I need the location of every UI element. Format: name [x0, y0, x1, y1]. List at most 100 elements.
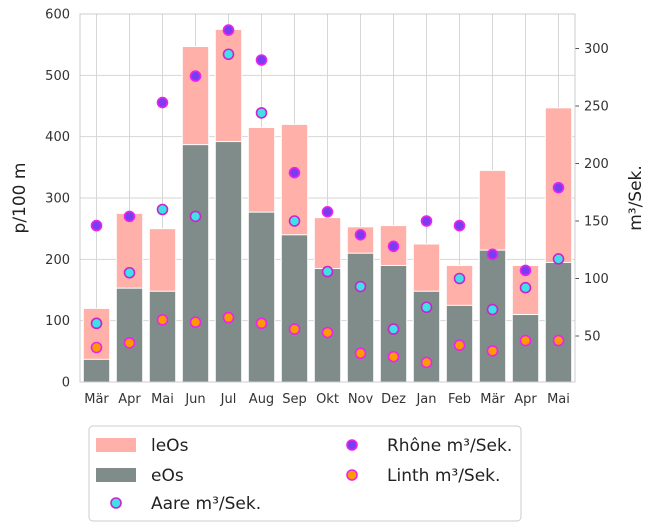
bar-eos-5 — [247, 211, 276, 383]
y-tick-label: 200 — [45, 253, 70, 268]
point-linth-6 — [288, 323, 301, 335]
legend-label-linth: Linth m³/Sek. — [387, 466, 500, 486]
point-aare-0 — [90, 317, 103, 330]
point-linth-4 — [222, 311, 235, 324]
point-rhône-3 — [189, 70, 202, 82]
point-rhône-8 — [354, 229, 367, 241]
legend: leOs eOs Aare m³/Sek. Rhône m³/Sek. Linth m³… — [88, 425, 522, 522]
x-tick-label: Jun — [184, 392, 205, 407]
x-tick-label: Apr — [118, 392, 141, 407]
legend-swatch-eos — [96, 468, 136, 482]
legend-label-rhône: Rhône m³/Sek. — [387, 436, 512, 456]
point-aare-12 — [486, 303, 499, 316]
point-linth-10 — [420, 356, 433, 369]
point-linth-7 — [321, 326, 334, 339]
legend-marker-aare — [110, 497, 122, 509]
y2-axis-title: m³/Sek. — [626, 165, 646, 231]
point-aare-13 — [519, 281, 532, 294]
legend-marker-linth — [346, 469, 358, 481]
point-linth-12 — [486, 345, 499, 357]
point-rhône-11 — [453, 219, 466, 232]
point-linth-8 — [354, 347, 367, 360]
y-tick-label: 500 — [45, 69, 70, 84]
x-tick-label: Mär — [84, 392, 109, 407]
point-rhône-10 — [420, 215, 433, 227]
y-axis-title: p/100 m — [10, 163, 30, 234]
bar-eos-2 — [148, 290, 177, 383]
point-aare-3 — [189, 210, 202, 223]
bar-eos-13 — [511, 314, 540, 383]
point-rhône-4 — [222, 24, 235, 36]
point-rhône-9 — [387, 240, 400, 253]
point-linth-0 — [90, 341, 103, 354]
x-tick-label: Jul — [220, 392, 237, 407]
point-aare-1 — [123, 266, 136, 279]
bar-eos-4 — [214, 141, 243, 383]
point-linth-1 — [123, 337, 136, 349]
point-aare-5 — [255, 107, 268, 119]
bar-eos-0 — [82, 358, 111, 383]
bar-eos-7 — [313, 268, 342, 383]
y2-tick-label: 250 — [584, 100, 609, 115]
bar-eos-12 — [478, 249, 507, 383]
y2-tick-label: 150 — [584, 215, 609, 230]
point-linth-3 — [189, 316, 202, 329]
x-tick-label: Dez — [381, 392, 406, 407]
legend-marker-rhône — [346, 439, 358, 451]
x-tick-label: Sep — [282, 392, 307, 407]
point-rhône-7 — [321, 206, 334, 218]
point-linth-14 — [552, 334, 565, 347]
point-aare-4 — [222, 48, 235, 61]
point-rhône-0 — [90, 219, 103, 232]
x-tick-label: Aug — [249, 392, 274, 407]
y-tick-label: 400 — [45, 130, 70, 145]
bar-eos-1 — [115, 287, 144, 383]
legend-swatch-leos — [96, 438, 136, 452]
bar-eos-14 — [544, 261, 573, 383]
point-aare-14 — [552, 253, 565, 265]
legend-label-aare: Aare m³/Sek. — [151, 494, 261, 514]
x-tick-label: Okt — [316, 392, 339, 407]
y-tick-label: 0 — [62, 376, 70, 391]
bar-eos-8 — [346, 252, 375, 383]
legend-label-eos: eOs — [151, 466, 184, 486]
point-layer — [90, 24, 565, 369]
x-tick-label: Apr — [514, 392, 537, 407]
bar-eos-3 — [181, 144, 210, 383]
point-rhône-5 — [255, 54, 268, 66]
x-tick-label: Feb — [448, 392, 471, 407]
point-rhône-12 — [486, 248, 499, 261]
x-tick-label: Mär — [480, 392, 505, 407]
x-tick-label: Mai — [547, 392, 570, 407]
y-tick-label: 300 — [45, 192, 70, 207]
point-rhône-14 — [552, 181, 565, 194]
y-tick-label: 100 — [45, 314, 70, 329]
point-linth-9 — [387, 350, 400, 363]
point-rhône-13 — [519, 264, 532, 277]
point-linth-2 — [156, 314, 169, 326]
legend-label-leos: leOs — [151, 436, 189, 456]
y-tick-label: 600 — [45, 8, 70, 23]
point-rhône-2 — [156, 96, 169, 109]
point-aare-9 — [387, 323, 400, 335]
point-linth-11 — [453, 339, 466, 352]
x-tick-label: Jan — [415, 392, 436, 407]
y2-tick-label: 200 — [584, 157, 609, 172]
legend-frame — [88, 425, 522, 522]
point-aare-10 — [420, 301, 433, 314]
plot-frame — [79, 13, 576, 383]
point-aare-7 — [321, 265, 334, 278]
y2-tick-label: 50 — [584, 330, 601, 345]
x-tick-label: Mai — [151, 392, 174, 407]
point-aare-2 — [156, 203, 169, 216]
y2-tick-label: 300 — [584, 42, 609, 57]
point-linth-13 — [519, 334, 532, 347]
point-aare-8 — [354, 280, 367, 293]
point-rhône-1 — [123, 210, 136, 223]
axis-layer: 0 100 200 300 400 500 600 Mär Apr Mai Jun Jul Aug Sep… — [45, 8, 609, 408]
bar-eos-6 — [280, 234, 309, 383]
point-rhône-6 — [288, 166, 301, 179]
y2-tick-label: 100 — [584, 272, 609, 287]
